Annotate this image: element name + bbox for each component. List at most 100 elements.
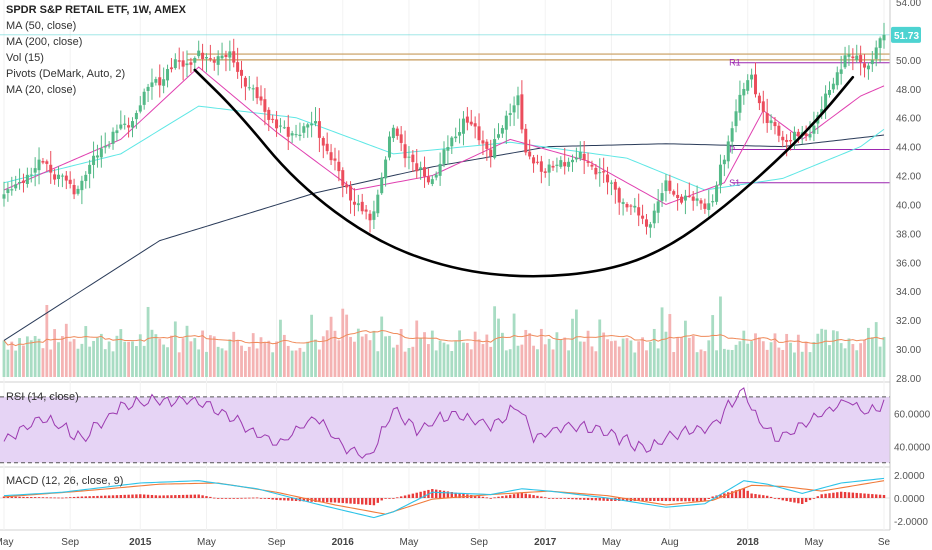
legend-item-pivots[interactable]: Pivots (DeMark, Auto, 2) [6,68,126,80]
candle-body [734,111,738,127]
volume-bar [255,348,259,377]
macd-histogram-bar [516,493,520,498]
volume-bar [162,344,166,377]
candle-body [473,123,477,127]
candle-body [539,161,543,172]
candle-body [742,88,746,96]
candle-body [37,159,41,171]
candle-body [130,121,134,128]
macd-histogram-bar [431,489,434,498]
macd-tick-label: 2.0000 [894,471,925,482]
volume-bar [123,341,127,377]
candle-body [146,86,150,91]
macd-histogram-bar [84,496,87,498]
volume-bar [574,309,578,377]
candle-body [831,83,835,90]
macd-histogram-bar [473,495,477,498]
candle-body [454,136,458,139]
macd-histogram-bar [489,498,492,499]
price-tick-label: 46.00 [896,114,921,125]
macd-histogram-bar [392,498,395,499]
legend-item-ma200[interactable]: MA (200, close) [6,36,83,48]
macd-histogram-bar [793,498,796,503]
macd-histogram-bar [730,491,734,498]
macd-histogram-bar [442,490,446,498]
rsi-line [3,387,885,459]
macd-histogram-bar [162,495,165,498]
candle-body [181,60,185,67]
candle-body [103,145,107,148]
candle-body [407,156,411,158]
volume-bar [337,340,341,377]
macd-histogram-bar [808,498,812,501]
rsi-label[interactable]: RSI (14, close) [6,391,79,403]
candle-body [240,69,244,76]
candle-body [115,130,119,134]
macd-histogram-bar [594,498,598,501]
legend-item-volume[interactable]: Vol (15) [6,52,44,64]
macd-histogram-bar [193,494,196,498]
candle-body [465,116,469,123]
macd-label[interactable]: MACD (12, 26, close, 9) [6,475,124,487]
macd-histogram-bar [411,493,415,498]
volume-bar [388,335,391,377]
candle-body [76,188,80,194]
volume-bar [454,341,458,377]
macd-histogram-bar [388,498,391,499]
macd-histogram-bar [361,498,364,505]
macd-histogram-bar [692,498,695,502]
volume-bar [726,349,730,377]
volume-bar [96,337,99,377]
macd-histogram-bar [150,495,154,498]
candle-body [208,58,212,60]
volume-bar [555,332,559,377]
candle-body [384,159,388,179]
legend-item-ma20[interactable]: MA (20, close) [6,84,77,96]
candle-body [45,161,49,164]
macd-histogram-bar [185,494,189,498]
candle-body [162,79,166,86]
macd-line [3,477,885,519]
macd-histogram-bar [843,492,847,498]
macd-histogram-bar [224,498,228,499]
volume-bar [92,340,95,377]
macd-histogram-bar [750,493,753,498]
macd-histogram-bar [252,497,255,499]
macd-histogram-bar [45,497,49,499]
volume-bar [808,352,812,377]
legend-item-ma50[interactable]: MA (50, close) [6,20,77,32]
volume-bar [804,341,808,377]
macd-histogram-bar [547,498,551,499]
macd-histogram-bar [664,498,668,501]
candle-body [356,203,360,206]
candle-body [154,79,158,83]
macd-histogram-bar [353,498,356,504]
price-tick-label: 36.00 [896,258,921,269]
macd-histogram-bar [294,498,298,501]
volume-bar [263,342,267,377]
price-tick-label: 42.00 [896,172,921,183]
candle-body [193,57,197,63]
volume-bar [512,313,516,377]
macd-histogram-bar [142,494,146,498]
volume-bar [859,343,863,377]
candle-body [53,174,57,180]
volume-bar [399,328,403,377]
candle-body [201,52,205,59]
volume-bar [329,316,333,377]
candle-body [656,201,660,213]
macd-histogram-bar [127,494,130,498]
candle-body [423,167,427,177]
candle-body [481,140,485,144]
candle-body [754,74,758,95]
candle-body [602,171,606,173]
candle-body [493,139,497,158]
macd-histogram-bar [115,495,119,498]
candle-body [84,174,88,182]
macd-histogram-bar [380,498,383,501]
candle-body [220,55,224,59]
candle-body [516,95,520,106]
macd-histogram-bar [871,494,874,498]
macd-histogram-bar [824,493,827,498]
